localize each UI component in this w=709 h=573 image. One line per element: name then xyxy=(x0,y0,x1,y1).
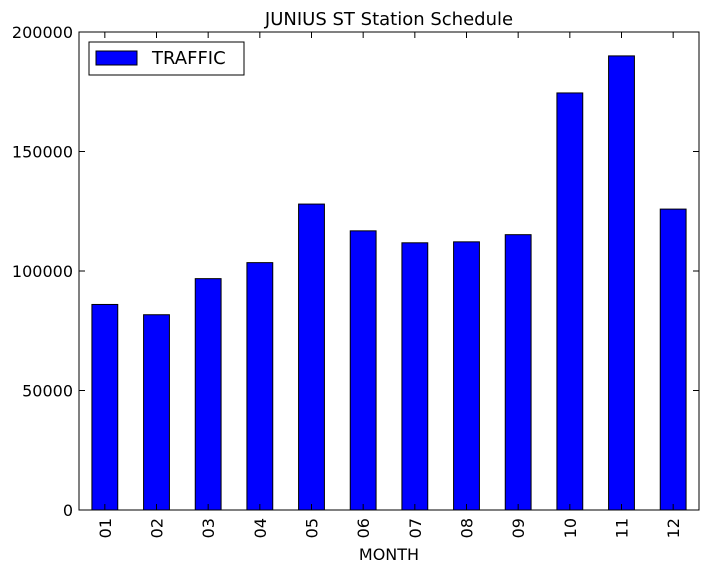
bar-06 xyxy=(349,230,377,511)
x-tick-label: 10 xyxy=(561,518,580,538)
y-tick-label: 50000 xyxy=(22,382,73,401)
bar-02 xyxy=(143,314,170,511)
bar-01 xyxy=(91,303,119,511)
bar-09 xyxy=(504,234,532,511)
bar-07 xyxy=(401,242,429,511)
x-tick-label: 02 xyxy=(148,518,167,538)
legend-swatch-traffic xyxy=(95,50,138,66)
y-tick-label: 150000 xyxy=(12,143,73,162)
x-axis-label: MONTH xyxy=(359,545,419,564)
bars-group xyxy=(91,55,687,511)
x-tick-label: 01 xyxy=(96,518,115,538)
bar-08 xyxy=(453,241,480,511)
bar-03 xyxy=(194,278,222,511)
x-tick-label: 04 xyxy=(251,518,270,538)
chart-title: JUNIUS ST Station Schedule xyxy=(264,9,513,30)
bar-10 xyxy=(556,92,584,511)
y-tick-label: 100000 xyxy=(12,262,73,281)
x-tick-label: 09 xyxy=(509,518,528,538)
x-tick-label: 06 xyxy=(354,518,373,538)
bar-12 xyxy=(659,208,687,511)
legend: TRAFFIC xyxy=(88,41,245,76)
x-axis: 01 02 03 04 05 06 07 08 09 10 11 12 xyxy=(96,32,683,538)
plot-frame xyxy=(78,31,700,511)
x-tick-label: 05 xyxy=(303,518,322,538)
y-axis: 0 50000 100000 150000 200000 xyxy=(12,23,699,520)
y-tick-label: 0 xyxy=(63,501,73,520)
legend-box xyxy=(88,41,245,76)
bar-04 xyxy=(246,262,274,511)
y-tick-label: 200000 xyxy=(12,23,73,42)
x-tick-label: 11 xyxy=(613,518,632,538)
x-tick-label: 07 xyxy=(406,518,425,538)
bar-05 xyxy=(298,203,325,511)
x-tick-label: 12 xyxy=(664,518,683,538)
bar-11 xyxy=(608,55,635,511)
x-tick-label: 08 xyxy=(458,518,477,538)
x-tick-label: 03 xyxy=(199,518,218,538)
legend-label-traffic: TRAFFIC xyxy=(151,48,226,69)
